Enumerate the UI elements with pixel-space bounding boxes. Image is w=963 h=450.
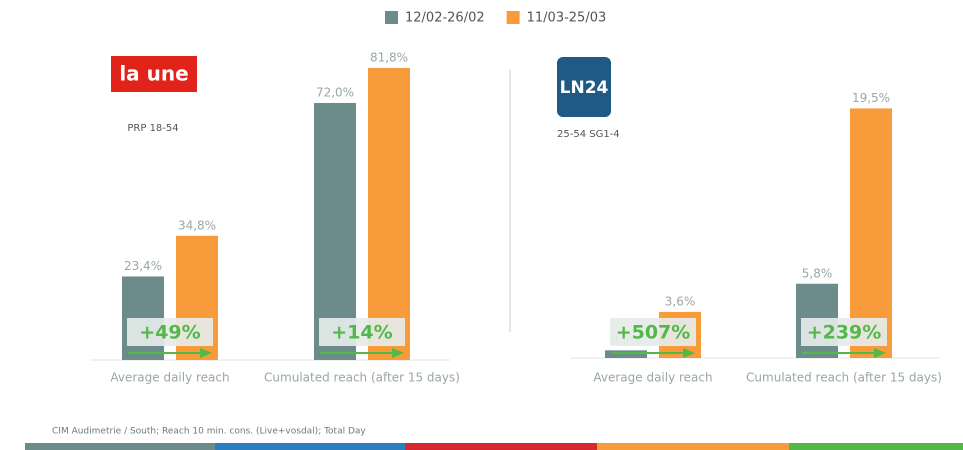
value-label: 5,8% xyxy=(802,266,833,280)
logo-box xyxy=(557,57,611,117)
subtitle: 25-54 SG1-4 xyxy=(557,129,620,140)
x-tick-label: Cumulated reach (after 15 days) xyxy=(264,371,460,385)
legend-swatch xyxy=(385,11,398,24)
arrow-head xyxy=(392,348,404,358)
annotation: +507% xyxy=(616,322,691,344)
strip xyxy=(215,443,405,450)
strip xyxy=(789,443,963,450)
annotation-box xyxy=(610,318,696,346)
footer: CIM Audimetrie / South; Reach 10 min. co… xyxy=(52,427,366,437)
annotation-box xyxy=(127,318,213,346)
value-label: 81,8% xyxy=(370,50,408,64)
annotation-box xyxy=(319,318,405,346)
x-tick-label: Cumulated reach (after 15 days) xyxy=(746,371,942,385)
arrow-head xyxy=(683,348,695,358)
strip xyxy=(597,443,789,450)
value-label: 34,8% xyxy=(178,218,216,232)
logo-box xyxy=(111,56,197,92)
annotation: +14% xyxy=(331,322,392,344)
logo: LN24 xyxy=(560,78,609,98)
bar xyxy=(368,67,410,360)
legend-swatch xyxy=(506,11,520,24)
x-tick-label: Average daily reach xyxy=(110,371,229,385)
legend-label: 12/02-26/02 xyxy=(405,11,485,26)
value-label: 19,5% xyxy=(852,91,890,105)
arrow-head xyxy=(200,348,212,358)
legend-label: 11/03-25/03 xyxy=(527,11,607,26)
bar xyxy=(314,102,356,361)
strip xyxy=(25,443,215,450)
strip xyxy=(405,443,597,450)
value-label: 72,0% xyxy=(316,85,354,99)
annotation: +49% xyxy=(139,322,200,344)
arrow-head xyxy=(874,348,886,358)
x-tick-label: Average daily reach xyxy=(593,371,712,385)
bar xyxy=(605,350,647,358)
subtitle: PRP 18-54 xyxy=(127,123,178,134)
logo: la une xyxy=(119,62,188,86)
value-label: 3,6% xyxy=(665,294,696,308)
bar xyxy=(850,108,892,359)
annotation: +239% xyxy=(807,322,882,344)
annotation-box xyxy=(801,318,887,346)
value-label: 23,4% xyxy=(124,259,162,273)
